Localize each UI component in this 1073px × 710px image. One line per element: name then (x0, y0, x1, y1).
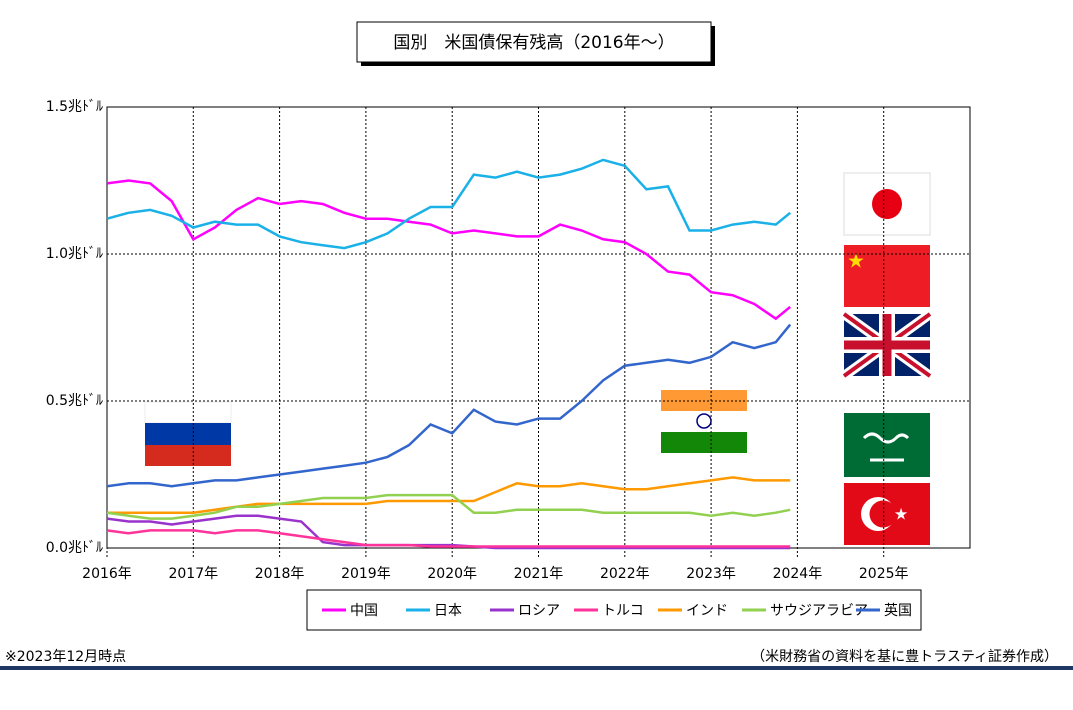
footer-bar (0, 666, 1073, 670)
legend-label: 中国 (350, 603, 378, 619)
y-tick-label: 0.5兆ﾄﾞﾙ (46, 393, 103, 409)
y-tick-label: 1.0兆ﾄﾞﾙ (46, 246, 103, 262)
y-tick-label: 1.5兆ﾄﾞﾙ (46, 99, 103, 115)
flag-turkey: ★ (844, 483, 930, 545)
x-tick-label: 2017年 (168, 566, 218, 582)
line-series (106, 514, 791, 550)
x-tick-label: 2022年 (600, 566, 650, 582)
x-tick-label: 2024年 (773, 566, 823, 582)
line-series (107, 476, 791, 514)
line-series (106, 529, 791, 548)
x-tick-label: 2020年 (427, 566, 477, 582)
x-tick-label: 2021年 (514, 566, 564, 582)
source: （米財務省の資料を基に豊トラスティ証券作成） (751, 648, 1058, 665)
flag-uk (841, 309, 933, 381)
legend-label: 日本 (434, 603, 462, 619)
chart-title: 国別 米国債保有残高（2016年～） (393, 33, 674, 53)
flag-saudi (844, 413, 930, 477)
legend-label: ロシア (518, 603, 560, 619)
legend-label: トルコ (602, 603, 644, 619)
flag-japan (843, 172, 931, 236)
flag-russia (144, 401, 232, 466)
legend-label: 英国 (884, 602, 912, 619)
line-series (106, 323, 792, 488)
svg-text:★: ★ (847, 249, 865, 273)
line-series (106, 179, 791, 321)
line-series (106, 493, 791, 520)
x-tick-label: 2023年 (686, 566, 736, 582)
flag-china: ★ (844, 245, 930, 307)
y-tick-label: 0.0兆ﾄﾞﾙ (46, 540, 103, 556)
footnote: ※2023年12月時点 (5, 649, 126, 665)
x-tick-label: 2016年 (82, 566, 132, 582)
svg-text:★: ★ (894, 505, 908, 524)
title-box (356, 21, 712, 63)
line-series (106, 158, 791, 250)
legend-label: インド (686, 603, 728, 619)
x-tick-label: 2025年 (859, 566, 909, 582)
legend-label: サウジアラビア (770, 603, 868, 619)
x-tick-label: 2018年 (255, 566, 305, 582)
flag-india (661, 390, 747, 453)
x-tick-label: 2019年 (341, 566, 391, 582)
